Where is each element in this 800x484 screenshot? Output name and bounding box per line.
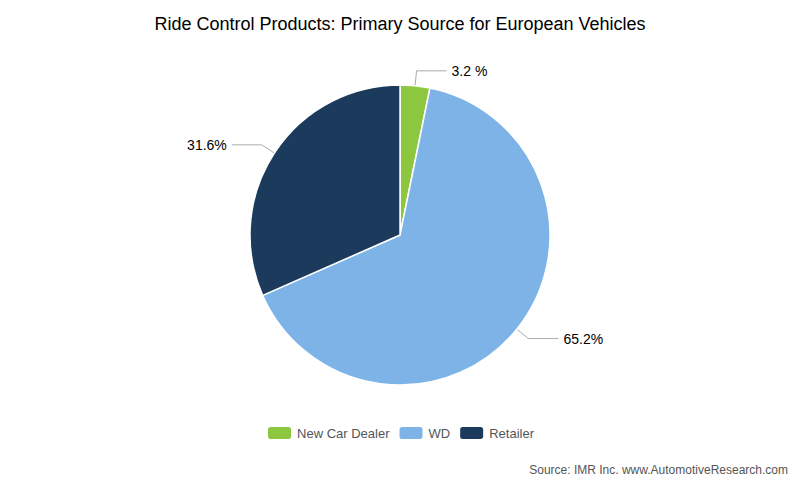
svg-text:Ride Control Products: Primary: Ride Control Products: Primary Source fo… (154, 14, 645, 34)
svg-text:65.2%: 65.2% (563, 331, 603, 347)
svg-text:3.2 %: 3.2 % (452, 63, 488, 79)
svg-text:31.6%: 31.6% (187, 137, 227, 153)
svg-text:WD: WD (429, 426, 451, 441)
svg-text:Source: IMR Inc. www.Automotiv: Source: IMR Inc. www.AutomotiveResearch.… (529, 463, 788, 477)
svg-text:New Car Dealer: New Car Dealer (297, 426, 390, 441)
svg-text:Retailer: Retailer (489, 426, 534, 441)
